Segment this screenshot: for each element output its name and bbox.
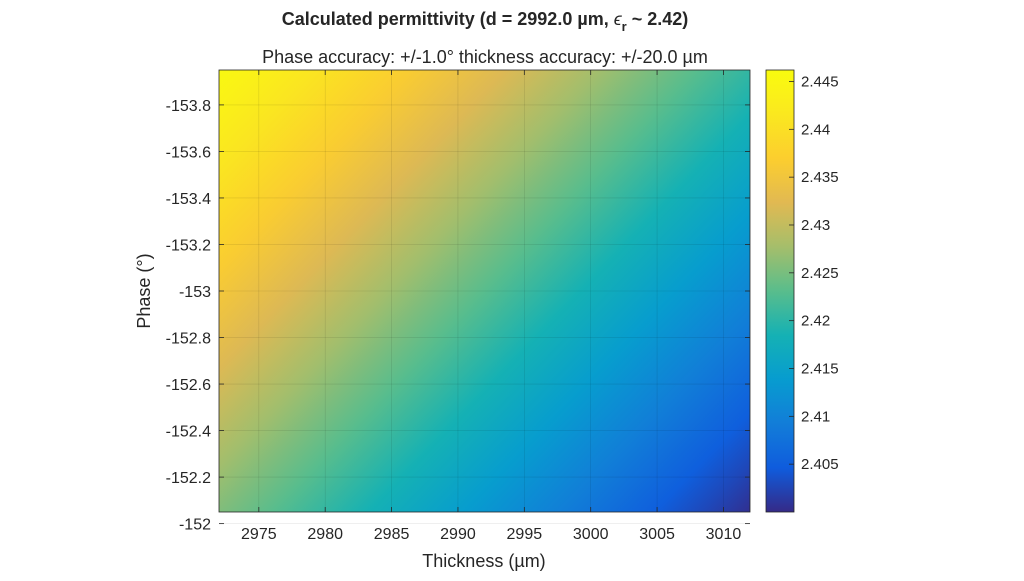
y-tick-label: -153.8 [166,98,211,115]
y-tick-label: -152.6 [166,377,211,394]
colorbar-gradient [766,70,794,512]
colorbar-tick-label: 2.41 [801,408,830,425]
x-tick-label: 2975 [241,526,277,543]
chart-title: Calculated permittivity (d = 2992.0 µm, … [282,9,689,34]
y-tick-label: -153.4 [166,191,211,208]
colorbar-tick-label: 2.435 [801,169,839,186]
x-tick-label: 2980 [307,526,343,543]
colorbar: 2.405 2.41 2.415 2.42 2.425 2.43 2.435 2.44 2.44… [765,69,839,513]
x-tick-label: 2995 [507,526,543,543]
plot-area: 2975 2980 2985 2990 2995 3000 3005 3010 -153.8-… [166,69,751,543]
x-axis-label: Thickness (µm) [422,551,545,571]
colorbar-tick-label: 2.42 [801,313,830,330]
colorbar-tick-label: 2.405 [801,456,839,473]
x-tick-label: 2990 [440,526,476,543]
x-tick-label: 3010 [706,526,742,543]
heatmap-surface [219,70,750,512]
y-tick-label: -152.2 [166,470,211,487]
x-tick-label: 3000 [573,526,609,543]
y-tick-label: -153.6 [166,144,211,161]
colorbar-tick-label: 2.44 [801,121,830,138]
x-tick-label: 3005 [639,526,675,543]
colorbar-frame [765,69,795,513]
colorbar-tick-label: 2.415 [801,360,839,377]
colorbar-tick-label: 2.425 [801,265,839,282]
grid-lines [219,70,750,524]
colorbar-tick-label: 2.445 [801,73,839,90]
x-axis-ticks: 2975 2980 2985 2990 2995 3000 3005 3010 [241,70,741,543]
y-axis-ticks: -153.8 -153.6 -153.4 -153.2 -153 -152.8 -152.6… [166,98,750,534]
y-tick-label: -152.8 [166,331,211,348]
colorbar-tick-label: 2.43 [801,217,830,234]
y-axis-label: Phase (°) [134,253,154,328]
y-tick-label: -153 [179,284,211,301]
colorbar-ticks: 2.405 2.41 2.415 2.42 2.425 2.43 2.435 2.44 2.44… [789,73,839,473]
chart-subtitle: Phase accuracy: +/-1.0° thickness accura… [262,47,708,67]
x-tick-label: 2985 [374,526,410,543]
y-tick-label: -153.2 [166,237,211,254]
y-tick-label: -152.4 [166,424,211,441]
y-tick-label: -152 [179,517,211,534]
